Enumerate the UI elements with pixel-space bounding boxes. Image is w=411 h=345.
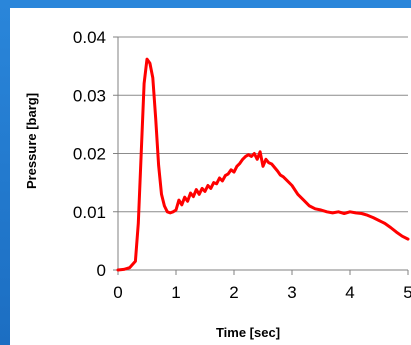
y-tick-label: 0.02	[73, 145, 106, 164]
x-tick-label: 0	[113, 283, 122, 302]
chart-panel: 0 0.01 0.02 0.03 0.04 0 1 2 3 4 5 Time [sec] Pres…	[10, 8, 411, 345]
y-tick-label: 0	[97, 261, 106, 280]
x-tick-label: 2	[229, 283, 238, 302]
x-tick-label: 4	[345, 283, 354, 302]
x-axis-label: Time [sec]	[216, 325, 280, 340]
x-tick-label: 1	[171, 283, 180, 302]
x-tick-labels: 0 1 2 3 4 5	[113, 283, 411, 302]
axes	[113, 36, 409, 275]
series-line-0	[116, 57, 410, 272]
pressure-time-chart: 0 0.01 0.02 0.03 0.04 0 1 2 3 4 5 Time [sec] Pres…	[24, 28, 411, 340]
x-tick-label: 5	[403, 283, 411, 302]
y-tick-label: 0.04	[73, 28, 106, 47]
y-tick-labels: 0 0.01 0.02 0.03 0.04	[73, 28, 106, 280]
y-tick-label: 0.03	[73, 86, 106, 105]
y-axis-label: Pressure [barg]	[24, 93, 39, 189]
gridlines	[118, 36, 408, 213]
x-tick-label: 3	[287, 283, 296, 302]
y-tick-label: 0.01	[73, 203, 106, 222]
series-layer	[116, 57, 410, 272]
